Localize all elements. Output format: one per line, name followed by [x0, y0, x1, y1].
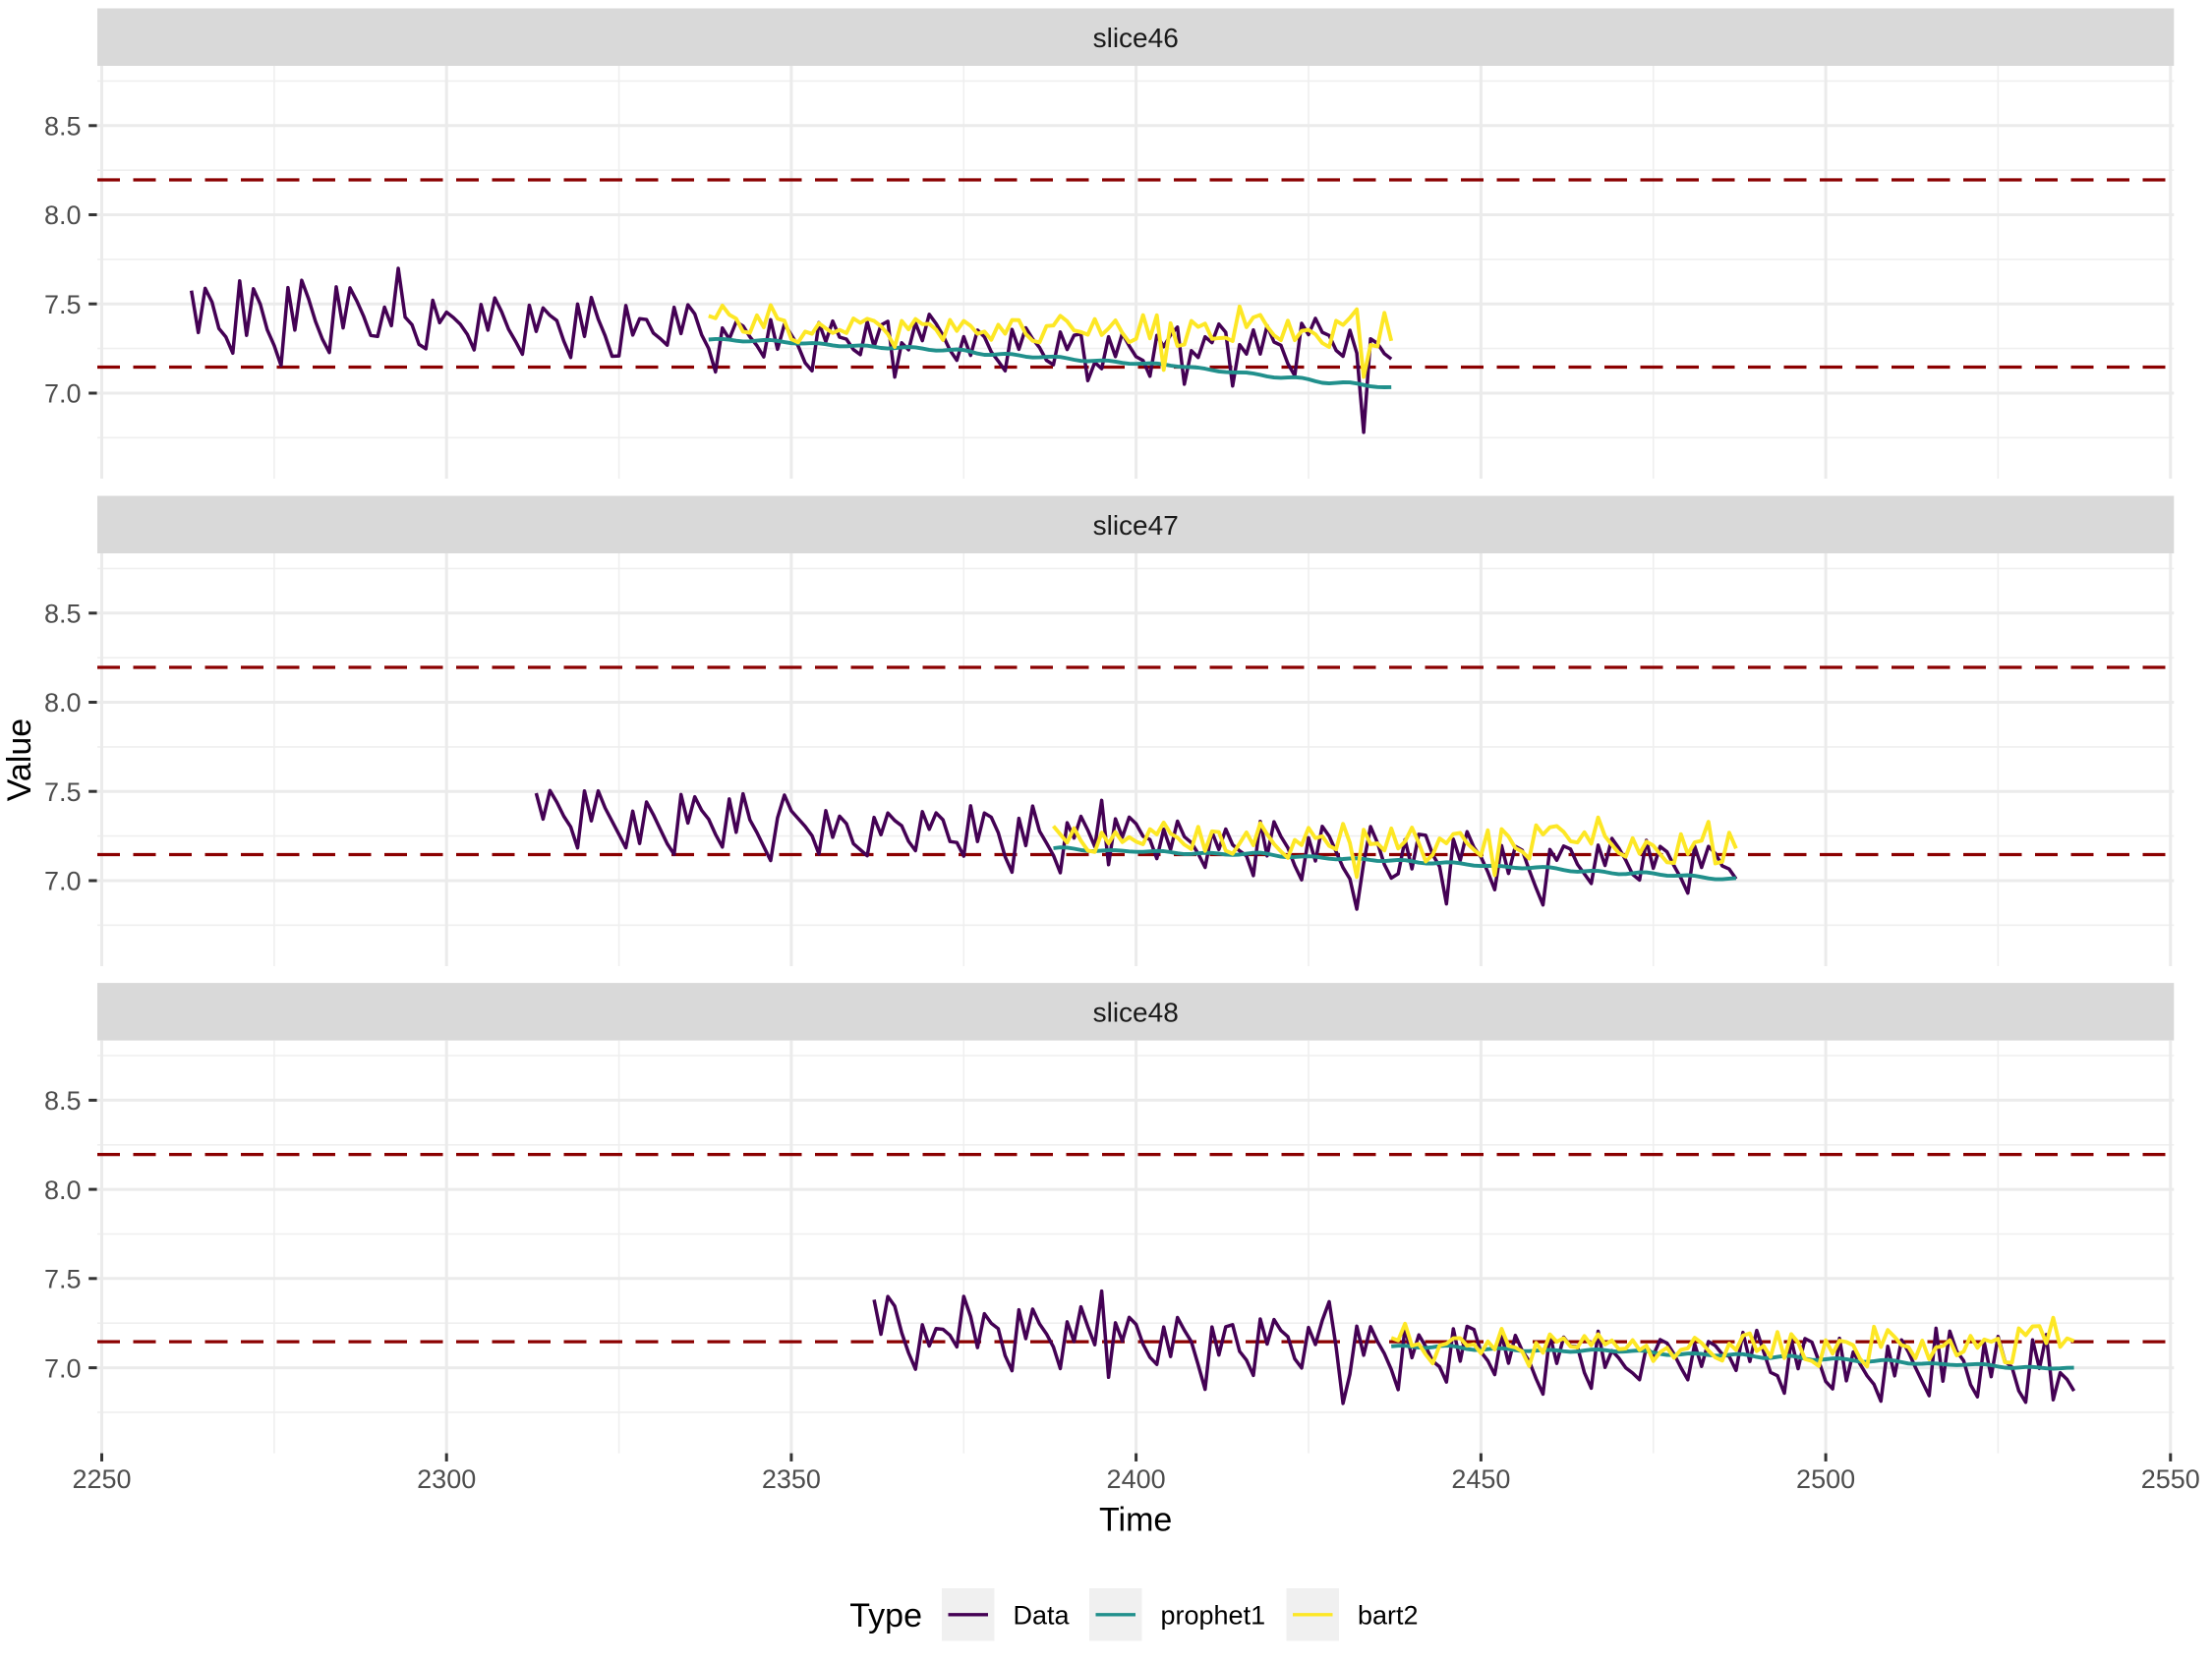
- svg-text:2550: 2550: [2141, 1464, 2200, 1494]
- svg-text:Type: Type: [849, 1597, 922, 1634]
- svg-text:bart2: bart2: [1358, 1601, 1419, 1631]
- svg-text:8.0: 8.0: [44, 688, 82, 717]
- svg-text:8.5: 8.5: [44, 112, 82, 142]
- svg-text:7.5: 7.5: [44, 290, 82, 319]
- svg-text:8.5: 8.5: [44, 1086, 82, 1116]
- svg-text:Data: Data: [1014, 1601, 1071, 1631]
- svg-text:2500: 2500: [1796, 1464, 1855, 1494]
- svg-text:7.0: 7.0: [44, 867, 82, 896]
- svg-text:7.5: 7.5: [44, 1265, 82, 1294]
- svg-text:8.0: 8.0: [44, 1176, 82, 1205]
- svg-text:2250: 2250: [72, 1464, 131, 1494]
- svg-text:7.0: 7.0: [44, 1353, 82, 1383]
- svg-text:Value: Value: [1, 718, 38, 801]
- svg-text:2350: 2350: [762, 1464, 821, 1494]
- svg-text:2400: 2400: [1107, 1464, 1166, 1494]
- svg-text:2450: 2450: [1451, 1464, 1510, 1494]
- svg-text:prophet1: prophet1: [1161, 1601, 1266, 1631]
- svg-text:slice47: slice47: [1093, 510, 1179, 541]
- svg-text:2300: 2300: [417, 1464, 476, 1494]
- svg-text:7.0: 7.0: [44, 379, 82, 409]
- svg-text:8.5: 8.5: [44, 600, 82, 629]
- svg-text:Time: Time: [1099, 1502, 1172, 1539]
- svg-text:8.0: 8.0: [44, 201, 82, 230]
- svg-text:slice48: slice48: [1093, 998, 1179, 1028]
- svg-text:7.5: 7.5: [44, 777, 82, 807]
- svg-text:slice46: slice46: [1093, 23, 1179, 53]
